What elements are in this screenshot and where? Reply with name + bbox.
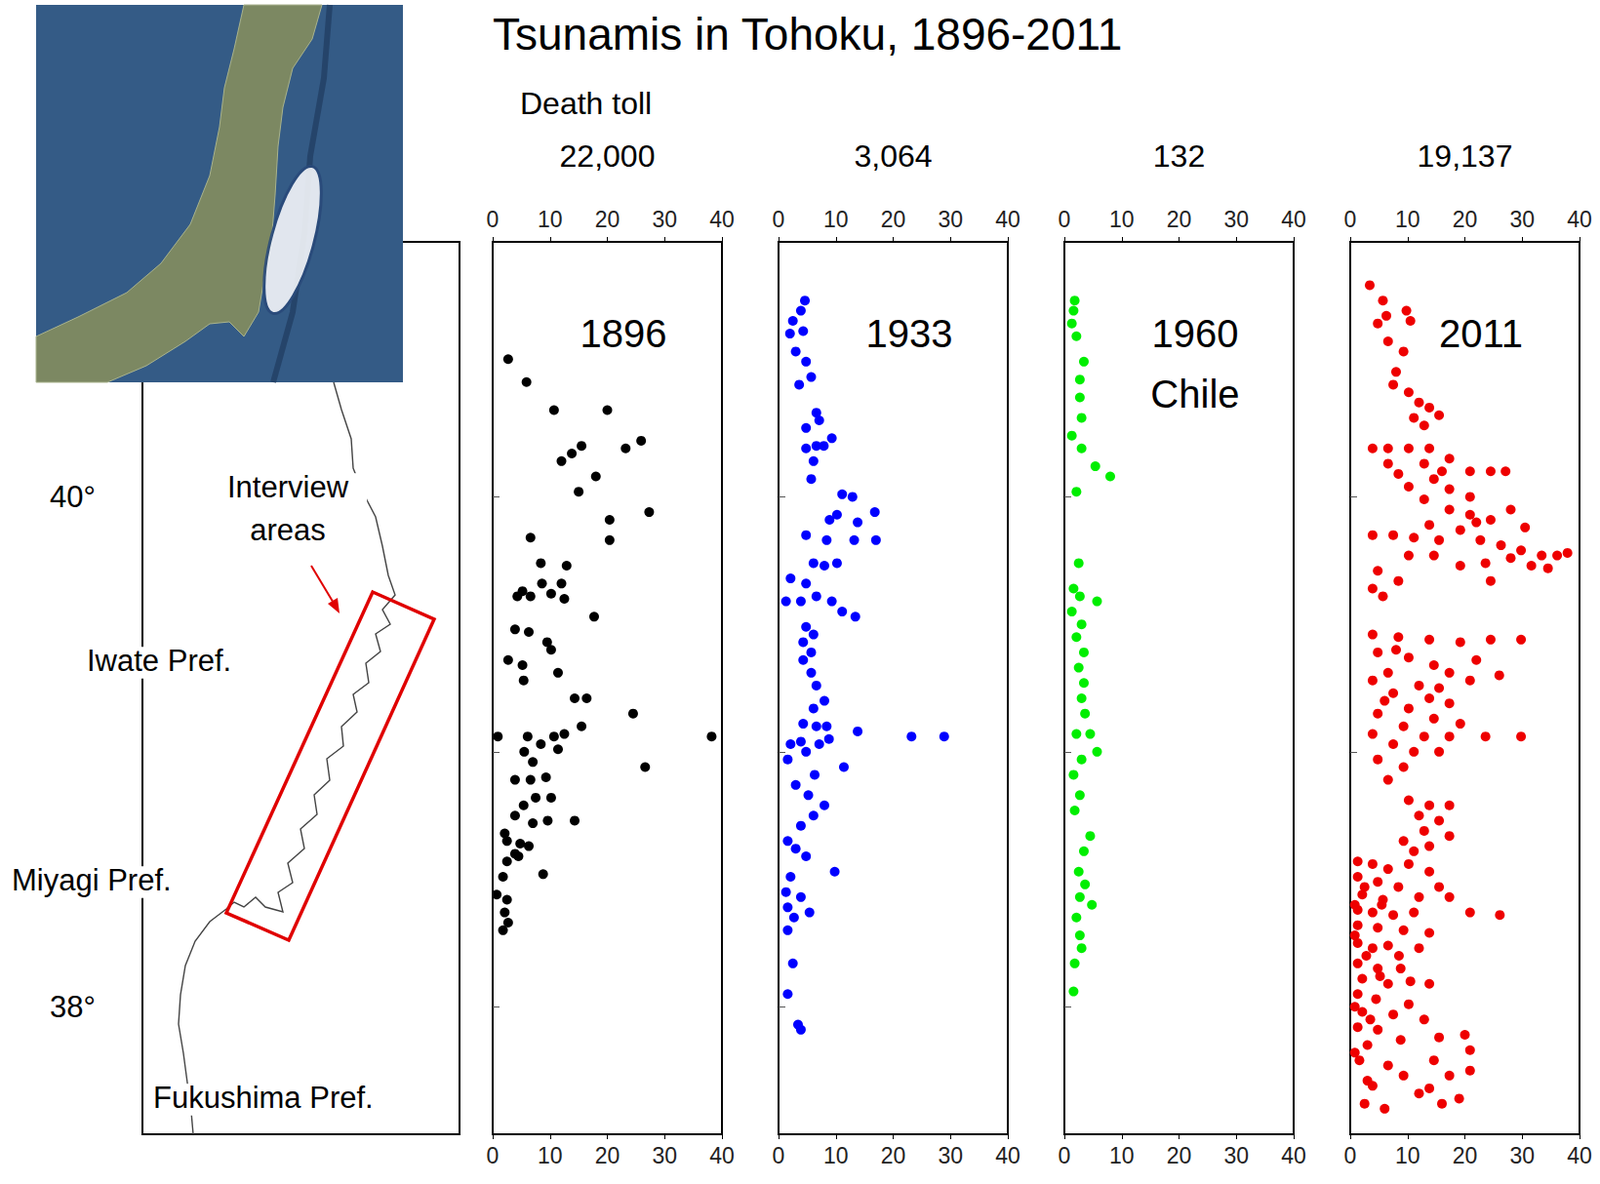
svg-text:0: 0 [1058, 206, 1072, 233]
svg-text:30: 30 [1223, 206, 1249, 233]
svg-text:30: 30 [1509, 1143, 1535, 1169]
svg-text:10: 10 [1395, 206, 1421, 233]
svg-text:40: 40 [1566, 1143, 1593, 1169]
svg-text:30: 30 [937, 206, 963, 233]
svg-text:40: 40 [1280, 1143, 1307, 1169]
svg-text:30: 30 [1223, 1143, 1249, 1169]
svg-text:Tsunamis in Tohoku, 1896-2011: Tsunamis in Tohoku, 1896-2011 [492, 8, 1122, 60]
svg-text:Iwate Pref.: Iwate Pref. [86, 643, 232, 679]
svg-text:10: 10 [823, 1143, 849, 1169]
svg-text:10: 10 [537, 1143, 563, 1169]
svg-text:0: 0 [1058, 1143, 1072, 1169]
svg-text:40°: 40° [49, 480, 96, 515]
svg-text:Interview: Interview [227, 470, 350, 505]
svg-text:40: 40 [1566, 206, 1593, 233]
svg-text:10: 10 [537, 206, 563, 233]
svg-text:1960: 1960 [1151, 312, 1239, 356]
svg-text:10: 10 [823, 206, 849, 233]
svg-text:20: 20 [880, 206, 907, 233]
svg-text:40: 40 [1280, 206, 1307, 233]
svg-text:132: 132 [1153, 138, 1205, 174]
svg-text:20: 20 [1452, 1143, 1479, 1169]
svg-text:3,064: 3,064 [853, 138, 932, 174]
svg-text:20: 20 [595, 1143, 621, 1169]
svg-text:20: 20 [595, 206, 621, 233]
svg-text:19,137: 19,137 [1417, 138, 1514, 174]
svg-text:20: 20 [1166, 206, 1193, 233]
svg-text:30: 30 [651, 1143, 678, 1169]
svg-text:0: 0 [772, 1143, 786, 1169]
svg-text:10: 10 [1109, 206, 1135, 233]
svg-text:40: 40 [995, 1143, 1021, 1169]
svg-text:Miyagi Pref.: Miyagi Pref. [11, 863, 172, 898]
svg-text:Fukushima Pref.: Fukushima Pref. [153, 1080, 374, 1116]
svg-text:0: 0 [1344, 206, 1358, 233]
svg-text:22,000: 22,000 [560, 138, 656, 174]
svg-text:10: 10 [1109, 1143, 1135, 1169]
svg-text:2011: 2011 [1439, 312, 1523, 356]
svg-text:areas: areas [249, 513, 326, 548]
svg-text:1933: 1933 [865, 312, 953, 356]
svg-text:20: 20 [880, 1143, 907, 1169]
svg-text:20: 20 [1166, 1143, 1193, 1169]
svg-text:0: 0 [486, 1143, 500, 1169]
svg-text:0: 0 [1344, 1143, 1358, 1169]
svg-text:0: 0 [486, 206, 500, 233]
svg-text:30: 30 [937, 1143, 963, 1169]
svg-text:Death toll: Death toll [520, 85, 652, 121]
svg-text:38°: 38° [49, 990, 96, 1025]
svg-text:10: 10 [1395, 1143, 1421, 1169]
svg-text:0: 0 [772, 206, 786, 233]
svg-text:30: 30 [651, 206, 678, 233]
svg-text:1896: 1896 [579, 312, 667, 356]
svg-text:Chile: Chile [1150, 372, 1240, 416]
svg-text:40: 40 [995, 206, 1021, 233]
svg-text:40: 40 [709, 1143, 735, 1169]
svg-text:20: 20 [1452, 206, 1479, 233]
svg-text:30: 30 [1509, 206, 1535, 233]
svg-text:40: 40 [709, 206, 735, 233]
